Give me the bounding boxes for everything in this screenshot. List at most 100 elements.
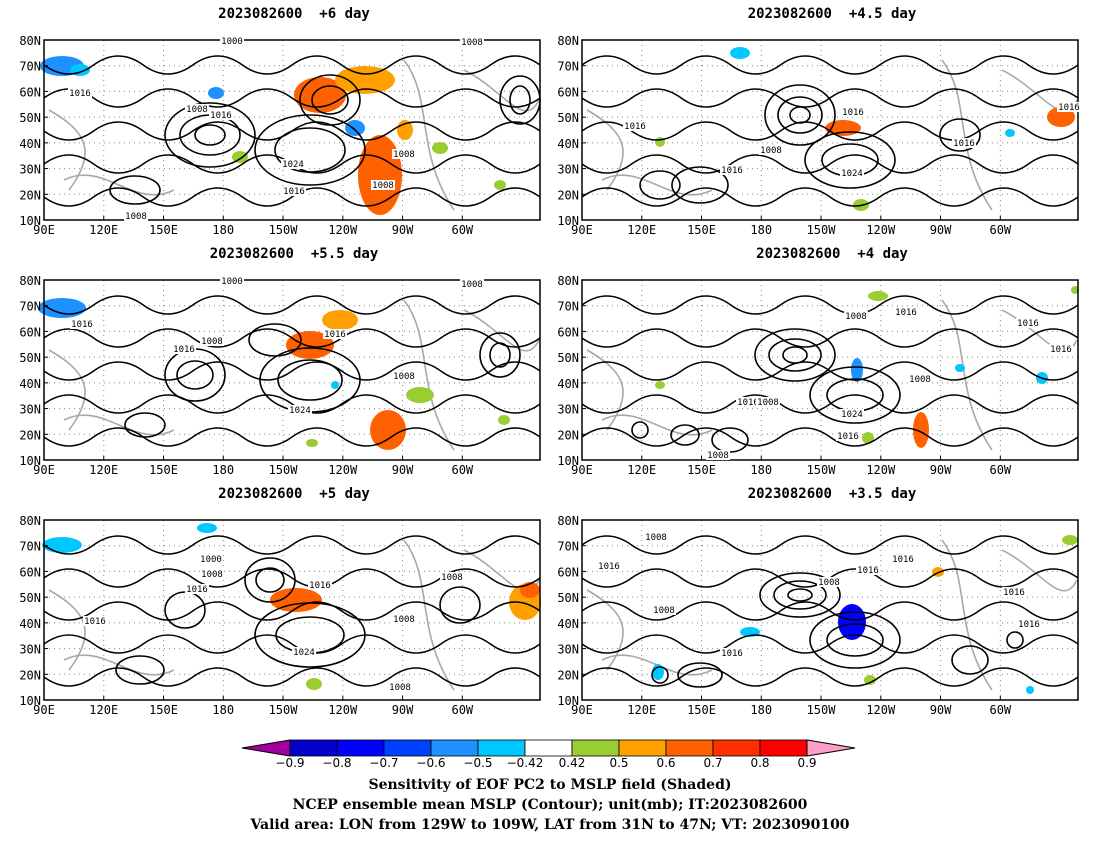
contour-label-bg — [185, 584, 209, 594]
lat-tick-label: 40N — [19, 137, 41, 151]
lat-tick-label: 30N — [557, 163, 579, 177]
contour-label-bg — [440, 572, 464, 582]
contour-label: 1016 — [953, 139, 975, 149]
lat-tick-label: 40N — [19, 617, 41, 631]
lat-tick-label: 80N — [19, 274, 41, 288]
map-frame — [43, 279, 541, 461]
pressure-contour — [43, 295, 541, 315]
panel-title-4: 2023082600 +4 day — [756, 246, 908, 262]
panel-title-2: 2023082600 +4.5 day — [747, 6, 917, 22]
sensitivity-shade — [655, 381, 665, 389]
contour-label: 1008 — [845, 312, 867, 322]
pressure-contour — [1006, 631, 1024, 649]
pressure-contour — [951, 645, 989, 675]
colorbar — [241, 739, 856, 757]
contour-label: 1008 — [393, 150, 415, 160]
lat-tick-label: 50N — [19, 591, 41, 605]
pressure-contour — [254, 114, 366, 186]
contour-label: 1016 — [1003, 588, 1025, 598]
sensitivity-shade — [331, 381, 339, 389]
contour-label-bg — [388, 682, 412, 692]
colorbar-segment — [618, 739, 667, 757]
contour-label: 1008 — [760, 146, 782, 156]
sensitivity-shade — [868, 291, 888, 301]
contour-label: 1008 — [393, 615, 415, 625]
pressure-contour — [255, 567, 285, 593]
lat-tick-label: 20N — [19, 428, 41, 442]
contour-label-bg — [644, 532, 668, 542]
colorbar-segment — [383, 739, 432, 757]
pressure-contour — [631, 421, 649, 439]
lat-tick-label: 50N — [19, 351, 41, 365]
contour-label-bg — [623, 121, 647, 131]
contour-label-bg — [706, 450, 730, 460]
pressure-contour — [43, 535, 541, 555]
coastline — [48, 539, 540, 691]
lat-tick-label: 70N — [557, 300, 579, 314]
lat-tick-label: 70N — [557, 60, 579, 74]
contour-label-bg — [652, 605, 676, 615]
colorbar-tick-label: −0.5 — [463, 756, 493, 770]
lon-tick-label: 150W — [807, 703, 837, 717]
contour-label-bg — [720, 648, 744, 658]
contour-label: 1016 — [309, 581, 331, 591]
contour-label-bg — [68, 88, 92, 98]
lat-tick-label: 80N — [19, 514, 41, 528]
map-panel-6: 1008 1016 1016 1008 1016 1016 1008 1016 1016 80N 7… — [557, 514, 1079, 717]
map-panel-2: 1016 1016 1008 1016 1024 1016 1016 80N 70N 60N 50N… — [557, 34, 1081, 237]
pressure-contour — [809, 366, 901, 424]
contour-label-bg — [200, 569, 224, 579]
contour-label: 1016 — [186, 585, 208, 595]
lat-tick-label: 60N — [19, 325, 41, 339]
sensitivity-shade — [208, 87, 224, 99]
lon-tick-label: 120E — [627, 463, 656, 477]
colorbar-segment — [759, 739, 808, 757]
sensitivity-shade — [730, 47, 750, 59]
sensitivity-shade — [1005, 129, 1015, 137]
contour-label: 1008 — [653, 606, 675, 616]
pressure-contour — [939, 118, 981, 152]
pressure-contour — [777, 96, 823, 134]
pressure-contour — [581, 295, 1079, 315]
sensitivity-shade — [1071, 286, 1079, 294]
pressure-contour — [43, 667, 541, 687]
colorbar-left-arrow — [241, 739, 291, 757]
lon-tick-label: 150W — [269, 463, 299, 477]
map-panel-4: 1008 101610161016102410161008100810161008… — [557, 274, 1079, 477]
coastline — [586, 59, 1078, 211]
lat-tick-label: 80N — [19, 34, 41, 48]
contour-label: 1016 — [837, 432, 859, 442]
contour-label-bg — [844, 311, 868, 321]
colorbar-segment — [289, 739, 338, 757]
map-background — [44, 280, 540, 460]
pressure-contour — [248, 323, 302, 357]
lon-tick-label: 90E — [33, 463, 55, 477]
lat-tick-label: 30N — [557, 403, 579, 417]
pressure-contour — [124, 412, 166, 438]
map-panels: 1000 100810161008101610241016100810081008… — [19, 34, 1081, 717]
pressure-contour — [581, 634, 1079, 654]
lat-tick-label: 10N — [19, 214, 41, 228]
pressure-contour — [581, 154, 1079, 174]
sensitivity-shade — [232, 151, 248, 163]
pressure-contour — [509, 85, 531, 115]
lon-tick-label: 120W — [328, 463, 358, 477]
lat-tick-label: 40N — [557, 377, 579, 391]
lon-tick-label: 150E — [687, 703, 716, 717]
contour-label-bg — [323, 329, 347, 339]
pressure-contour — [164, 102, 256, 168]
lat-tick-label: 40N — [557, 617, 579, 631]
colorbar-tick-label: −0.8 — [322, 756, 352, 770]
sensitivity-shade — [406, 387, 434, 403]
contour-label-bg — [124, 211, 148, 221]
contour-label-bg — [756, 397, 780, 407]
contour-label: 1016 — [1017, 319, 1039, 329]
lat-tick-label: 60N — [19, 565, 41, 579]
pressure-contour — [176, 360, 214, 390]
sensitivity-shade — [306, 678, 322, 690]
pressure-contour — [581, 328, 1079, 348]
map-frame — [581, 39, 1079, 221]
contour-label: 1008 — [461, 280, 483, 290]
lon-tick-label: 120W — [328, 703, 358, 717]
lon-tick-label: 150W — [269, 703, 299, 717]
